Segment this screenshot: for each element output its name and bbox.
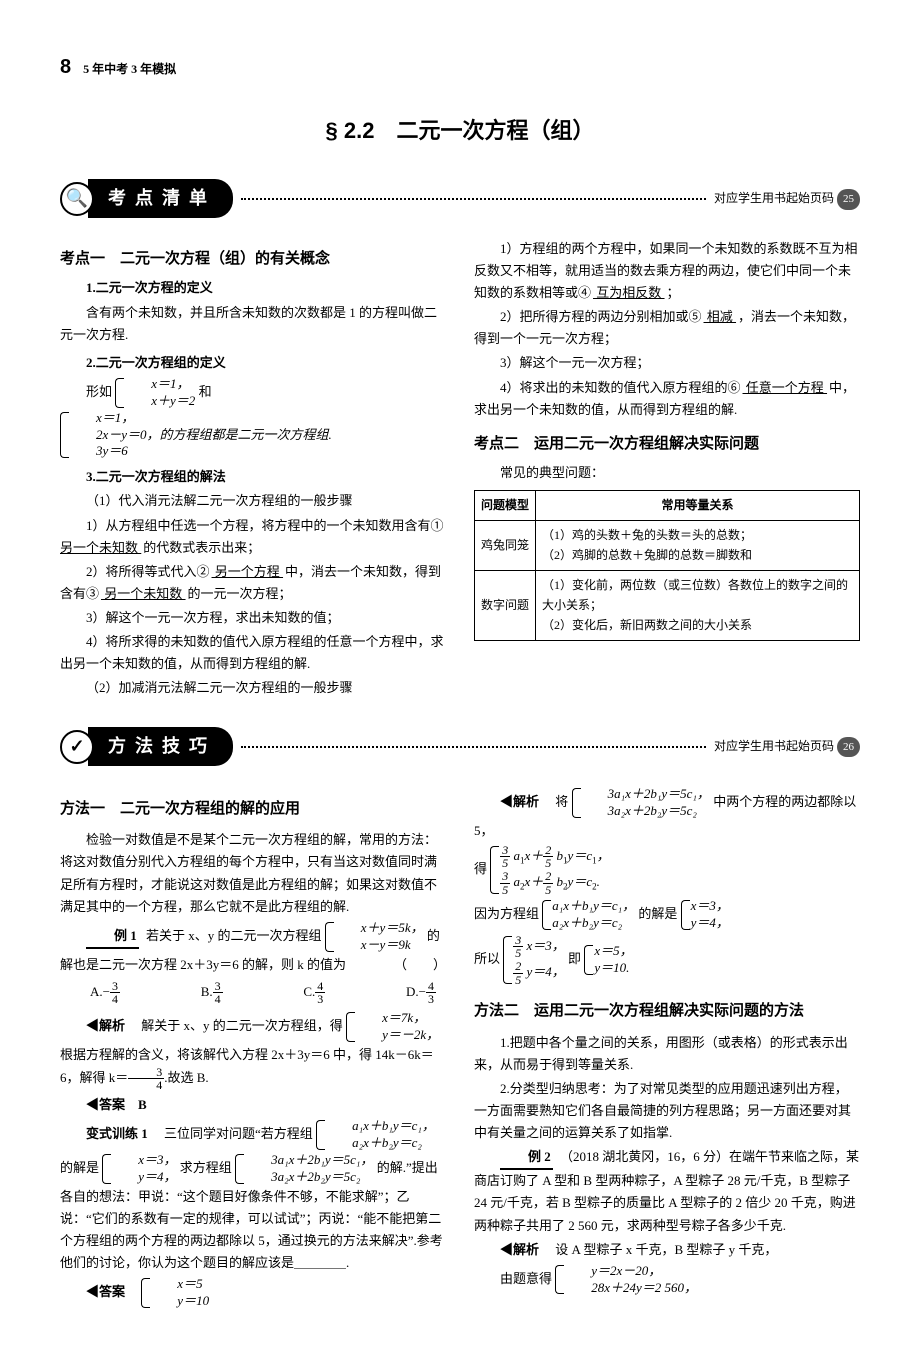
kp1-s1-body: 含有两个未知数，并且所含未知数的次数都是 1 的方程叫做二元一次方程. [60,302,446,346]
var1-jx-line2: 得 35 a1x＋25 b1y＝c1， 35 a2x＋25 b2y＝c2. [474,844,860,896]
blank-3: 另一个未知数 [99,586,188,601]
fangfa-left: 方法一 二元一次方程组的解的应用 检验一对数值是不是某个二元一次方程组的解，常用… [60,784,446,1312]
check-icon: ✓ [60,730,94,764]
kp1-s3-title: 3.二元一次方程组的解法 [60,466,446,488]
kp1-s2-title: 2.二元一次方程组的定义 [60,352,446,374]
page-badge-2: 26 [837,737,860,758]
page-header: 8 5 年中考 3 年模拟 [60,50,860,84]
banner2-dots [241,746,706,748]
banner-right-text: 对应学生用书起始页码 [714,191,834,205]
row1-model: 鸡兔同笼 [475,520,536,570]
blank-6: 任意一个方程 [741,380,830,395]
blank-4: 互为相反数 [591,285,667,300]
relation-table: 问题模型 常用等量关系 鸡兔同笼 （1）鸡的头数＋兔的头数＝头的总数； （2）鸡… [474,490,860,640]
choice-d: D.−43 [406,980,436,1006]
th-model: 问题模型 [475,491,536,520]
jx-sys4: x＝3， y＝4， [681,898,729,932]
var1-ans-sys: x＝5 y＝10 [141,1276,209,1310]
m2-p1: 1.把题中各个量之间的关系，用图形（或表格）的形式表示出来，从而易于得到等量关系… [474,1032,860,1076]
kp1-title: 考点一 二元一次方程（组）的有关概念 [60,246,446,272]
kaodian-right: 1）方程组的两个方程中，如果同一个未知数的系数既不互为相反数又不相等，就用适当的… [474,236,860,701]
row1-relation: （1）鸡的头数＋兔的头数＝头的总数； （2）鸡脚的总数＋兔脚的总数＝脚数和 [536,520,860,570]
m1-title: 方法一 二元一次方程组的解的应用 [60,796,446,822]
choice-c: C.43 [303,980,325,1006]
ex1-analysis: ◀解析 解关于 x、y 的二元一次方程组，得 x＝7k， y＝－2k， 根据方程… [60,1010,446,1092]
paren: （ ） [368,954,446,976]
jx-sys2: 35 a1x＋25 b1y＝c1， 35 a2x＋25 b2y＝c2. [490,844,609,896]
row2-model: 数字问题 [475,570,536,640]
book-title: 5 年中考 3 年模拟 [83,59,176,79]
sys-b: x＝1， 2x－y＝0，的方程组都是二元一次方程组. 3y＝6 [60,410,332,461]
var1-sys3: 3a₁x＋2b₁y＝5c₁， 3a₂x＋2b₂y＝5c₂ [235,1152,373,1186]
choice-a: A.−34 [90,980,120,1006]
ex2-analysis: ◀解析 设 A 型粽子 x 千克，B 型粽子 y 千克， [474,1239,860,1261]
ex1-sys: x＋y＝5k， x－y＝9k [325,920,424,954]
kp1-r-p3: 3）解这个一元一次方程； [474,352,860,374]
var1-label: 变式训练 1 [86,1126,148,1141]
var1-sys2: x＝3， y＝4， [102,1152,176,1186]
kp1-s3-p3: 2）将所得等式代入② 另一个方程 中，消去一个未知数，得到含有③ 另一个未知数 … [60,561,446,605]
blank-5: 相减 [702,309,739,324]
var1-sys1: a₁x＋b₁y＝c₁， a₂x＋b₂y＝c₂ [316,1118,435,1152]
variant-1: 变式训练 1 三位同学对问题“若方程组 a₁x＋b₁y＝c₁， a₂x＋b₂y＝… [60,1118,446,1274]
fangfa-columns: 方法一 二元一次方程组的解的应用 检验一对数值是不是某个二元一次方程组的解，常用… [60,784,860,1312]
row2-relation: （1）变化前，两位数（或三位数）各数位上的数字之间的大小关系； （2）变化后，新… [536,570,860,640]
banner2-right-text: 对应学生用书起始页码 [714,739,834,753]
kp1-s3-p5: 4）将所求得的未知数的值代入原方程组的任意一个方程中，求出另一个未知数的值，从而… [60,631,446,675]
kp1-s3-p1: （1）代入消元法解二元一次方程组的一般步骤 [60,490,446,512]
ex1-answer: ◀答案 B [60,1094,446,1116]
kp1-s3-p2: 1）从方程组中任选一个方程，将方程中的一个未知数用含有① 另一个未知数 的代数式… [60,515,446,559]
ex2-label: 例 2 [500,1146,553,1170]
kp1-s2-body: 形如 x＝1， x＋y＝2 和 x＝1， 2x－y＝0，的方程组都是二元一次方程… [60,376,446,460]
kaodian-left: 考点一 二元一次方程（组）的有关概念 1.二元一次方程的定义 含有两个未知数，并… [60,236,446,701]
jx-sys1: 3a₁x＋2b₁y＝5c₁， 3a₂x＋2b₂y＝5c₂ [572,786,710,820]
kp1-s3-p6: （2）加减消元法解二元一次方程组的一般步骤 [60,677,446,699]
example-2: 例 2 （2018 湖北黄冈，16，6 分）在端午节来临之际，某商店订购了 A … [474,1146,860,1236]
page-number: 8 [60,50,71,84]
kaodian-columns: 考点一 二元一次方程（组）的有关概念 1.二元一次方程的定义 含有两个未知数，并… [60,236,860,701]
magnifier-icon: 🔍 [60,182,94,216]
ex2-sys: y＝2x－20， 28x＋24y＝2 560， [555,1263,697,1297]
jx-sys6: x＝5， y＝10. [584,943,632,977]
section-title: § 2.2 二元一次方程（组） [60,112,860,149]
kp1-s1-title: 1.二元一次方程的定义 [60,277,446,299]
banner-dots [241,198,706,200]
ex1-choices: A.−34 B.34 C.43 D.−43 [60,978,446,1008]
banner2-right: 对应学生用书起始页码 26 [714,736,860,758]
th-relation: 常用等量关系 [536,491,860,520]
var1-jx-line3: 因为方程组 a₁x＋b₁y＝c₁， a₂x＋b₂y＝c₂ 的解是 x＝3， y＝… [474,898,860,932]
m1-p1: 检验一对数值是不是某个二元一次方程组的解，常用的方法：将这对数值分别代入方程组的… [60,829,446,917]
ex1-label: 例 1 [86,925,139,949]
banner2-label: 方 法 技 巧 [88,727,233,766]
jx-sys3: a₁x＋b₁y＝c₁， a₂x＋b₂y＝c₂ [542,898,635,932]
m2-p2: 2.分类型归纳思考：为了对常见类型的应用题迅速列出方程，一方面需要熟知它们各自最… [474,1078,860,1144]
banner-right: 对应学生用书起始页码 25 [714,188,860,210]
kp1-s3-p4: 3）解这个一元一次方程，求出未知数的值； [60,607,446,629]
fangfa-right: ◀解析 将 3a₁x＋2b₁y＝5c₁， 3a₂x＋2b₂y＝5c₂ 中两个方程… [474,784,860,1312]
example-1: 例 1 若关于 x、y 的二元一次方程组 x＋y＝5k， x－y＝9k 的解也是… [60,920,446,976]
kp2-title: 考点二 运用二元一次方程组解决实际问题 [474,431,860,457]
kp1-r-p2: 2）把所得方程的两边分别相加或⑤ 相减 ，消去一个未知数，得到一个一元一次方程； [474,306,860,350]
kp1-r-p4: 4）将求出的未知数的值代入原方程组的⑥ 任意一个方程 中，求出另一个未知数的值，… [474,377,860,421]
var1-jx-line1: ◀解析 将 3a₁x＋2b₁y＝5c₁， 3a₂x＋2b₂y＝5c₂ 中两个方程… [474,786,860,842]
page-badge: 25 [837,189,860,210]
banner-kaodian: 🔍 考 点 清 单 对应学生用书起始页码 25 [60,179,860,218]
banner-label: 考 点 清 单 [88,179,233,218]
kp1-r-p1: 1）方程组的两个方程中，如果同一个未知数的系数既不互为相反数又不相等，就用适当的… [474,238,860,304]
m2-title: 方法二 运用二元一次方程组解决实际问题的方法 [474,998,860,1024]
sys-a: x＝1， x＋y＝2 [115,376,195,410]
jx-sys5: 35 x＝3， 25 y＝4， [503,934,565,986]
ex2-analysis-2: 由题意得 y＝2x－20， 28x＋24y＝2 560， [474,1263,860,1297]
var1-jx-line4: 所以 35 x＝3， 25 y＝4， 即 x＝5， y＝10. [474,934,860,986]
blank-2: 另一个方程 [210,564,286,579]
var1-answer: ◀答案 x＝5 y＝10 [60,1276,446,1310]
ex1-ans-sys: x＝7k， y＝－2k， [346,1010,439,1044]
kp2-lead: 常见的典型问题： [474,462,860,484]
banner-fangfa: ✓ 方 法 技 巧 对应学生用书起始页码 26 [60,727,860,766]
choice-b: B.34 [201,980,223,1006]
